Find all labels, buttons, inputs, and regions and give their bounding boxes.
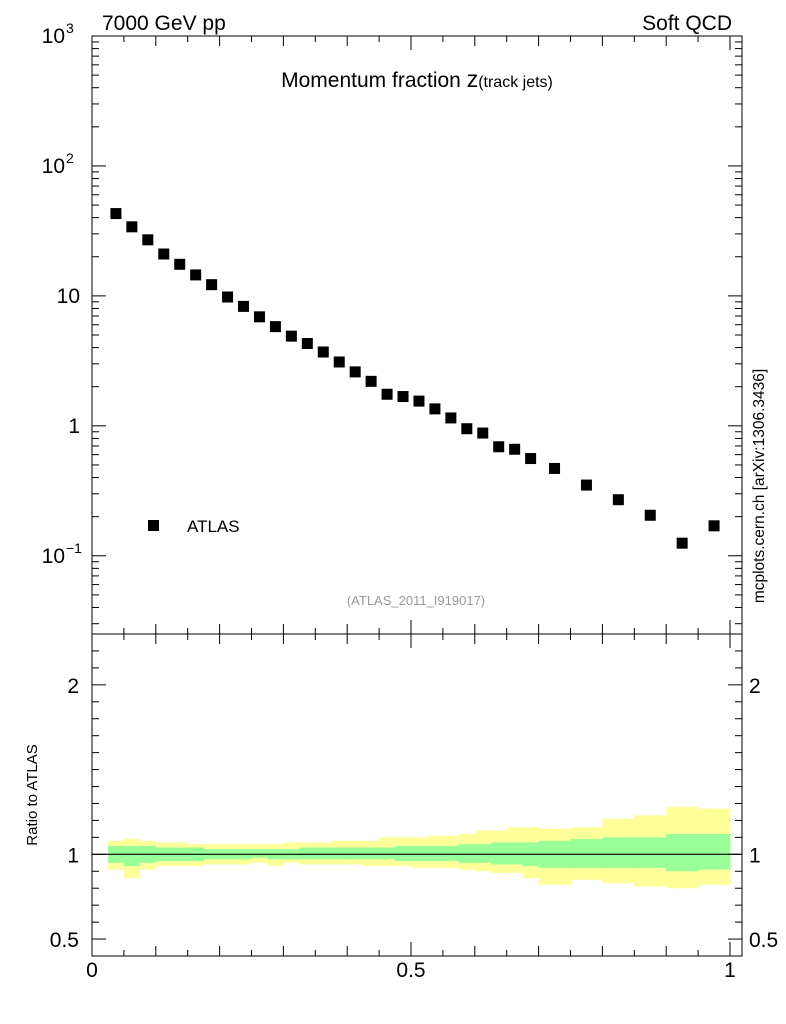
- stat-uncertainty-band-bin: [570, 839, 603, 868]
- stat-uncertainty-band-bin: [123, 845, 141, 867]
- atlas-data-point: [612, 494, 624, 506]
- atlas-data-point: [445, 412, 457, 424]
- ratio-x-tick-label: 0: [86, 959, 98, 982]
- atlas-data-point: [190, 269, 202, 281]
- side-source-label: mcplots.cern.ch [arXiv:1306.3436]: [751, 369, 768, 603]
- stat-uncertainty-band-bin: [698, 833, 731, 870]
- atlas-data-point: [525, 453, 537, 465]
- ratio-y-tick-label-left: 0.5: [50, 929, 79, 952]
- ratio-y-tick-label-right: 1: [749, 844, 761, 867]
- stat-uncertainty-band-bin: [411, 845, 428, 862]
- atlas-data-point: [174, 258, 186, 270]
- atlas-data-point: [676, 537, 688, 549]
- ratio-y-tick-label-left: 2: [67, 675, 79, 698]
- stat-uncertainty-band-bin: [331, 847, 348, 860]
- atlas-data-point: [158, 248, 170, 260]
- ratio-axis-ticks: [91, 634, 742, 956]
- atlas-data-point: [301, 338, 313, 350]
- main-y-tick-exponent: −1: [66, 540, 82, 556]
- atlas-data-point: [206, 279, 218, 291]
- atlas-data-point: [269, 321, 281, 333]
- atlas-data-point: [397, 391, 409, 403]
- atlas-data-point: [222, 291, 234, 303]
- ratio-plot-frame: [91, 633, 743, 957]
- stat-uncertainty-band-bin: [395, 845, 412, 862]
- atlas-data-point: [549, 462, 561, 474]
- plot-title: Momentum fraction z(track jets): [281, 66, 553, 92]
- legend-label: ATLAS: [187, 517, 240, 536]
- ratio-y-tick-labels: 0.5 0.5 1 1 2 2: [50, 675, 778, 952]
- atlas-data-points: [110, 208, 720, 549]
- atlas-data-point: [365, 375, 377, 387]
- atlas-data-point: [333, 356, 345, 368]
- atlas-data-point: [142, 234, 154, 246]
- main-y-tick-label: 10: [57, 285, 80, 308]
- atlas-data-point: [238, 300, 250, 312]
- main-axis-ticks: [91, 36, 742, 634]
- header-category-label: Soft QCD: [642, 12, 732, 35]
- ratio-y-tick-label-left: 1: [67, 844, 79, 867]
- atlas-data-point: [349, 366, 361, 378]
- main-y-tick-label: 10: [42, 155, 65, 178]
- stat-uncertainty-band-bin: [299, 847, 316, 860]
- atlas-data-point: [461, 423, 473, 435]
- main-y-tick-label: 10: [42, 545, 65, 568]
- analysis-id-label: (ATLAS_2011_I919017): [347, 593, 485, 608]
- atlas-data-point: [253, 311, 265, 323]
- atlas-data-point: [580, 479, 592, 491]
- main-y-tick-label: 1: [68, 415, 80, 438]
- atlas-data-point: [285, 330, 297, 342]
- main-y-tick-exponent: 2: [66, 150, 74, 166]
- ratio-plot-panel: 0.5 0.51 12 2 0 0.5 1 Ratio to ATLAS: [24, 633, 778, 982]
- atlas-data-point: [644, 509, 656, 521]
- stat-uncertainty-band-bin: [474, 844, 492, 863]
- atlas-data-point: [317, 346, 329, 358]
- main-y-tick-exponent: 3: [66, 20, 74, 36]
- stat-uncertainty-band-bin: [490, 842, 508, 865]
- stat-uncertainty-band-bin: [602, 837, 635, 868]
- header-energy-label: 7000 GeV pp: [102, 12, 226, 35]
- stat-uncertainty-band-bin: [347, 847, 364, 860]
- stat-uncertainty-band-bin: [251, 849, 268, 858]
- ratio-y-axis-label: Ratio to ATLAS: [24, 744, 41, 845]
- main-plot-frame: [91, 35, 743, 635]
- ratio-y-tick-label-right: 0.5: [749, 929, 778, 952]
- ratio-uncertainty-bands: [107, 806, 731, 889]
- stat-uncertainty-band-bin: [634, 837, 667, 868]
- atlas-data-point: [126, 221, 138, 233]
- legend-marker: [148, 520, 159, 531]
- ratio-x-tick-label: 1: [724, 959, 736, 982]
- atlas-data-point: [708, 520, 720, 532]
- ratio-x-tick-label: 0.5: [396, 959, 425, 982]
- atlas-data-point: [493, 441, 505, 453]
- stat-uncertainty-band-bin: [379, 847, 396, 860]
- stat-uncertainty-band-bin: [363, 847, 380, 860]
- ratio-x-tick-labels: 0 0.5 1: [86, 959, 736, 982]
- atlas-data-point: [381, 388, 393, 400]
- stat-uncertainty-band-bin: [442, 845, 460, 862]
- main-y-tick-label: 10: [42, 25, 65, 48]
- atlas-data-point: [110, 208, 122, 220]
- ratio-y-tick-label-right: 2: [749, 675, 761, 698]
- atlas-data-point: [429, 403, 441, 415]
- stat-uncertainty-band-bin: [426, 845, 444, 862]
- atlas-data-point: [413, 395, 425, 407]
- stat-uncertainty-band-bin: [666, 833, 699, 872]
- stat-uncertainty-band-bin: [315, 847, 332, 860]
- stat-uncertainty-band-bin: [506, 842, 524, 865]
- stat-uncertainty-band-bin: [458, 844, 476, 863]
- atlas-data-point: [477, 427, 489, 439]
- atlas-data-point: [509, 443, 521, 455]
